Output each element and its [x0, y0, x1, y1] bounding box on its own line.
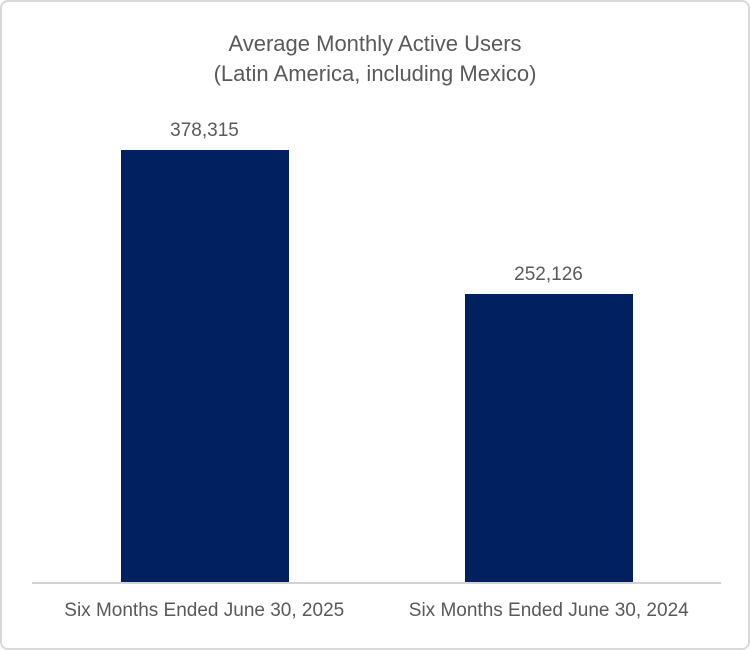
- x-axis-line: [32, 582, 721, 584]
- bar-2024: [464, 294, 633, 582]
- chart-title-line2: (Latin America, including Mexico): [213, 61, 537, 86]
- bar-2025: [120, 150, 289, 582]
- value-label-2024: 252,126: [514, 264, 583, 285]
- x-axis-label-2025: Six Months Ended June 30, 2025: [64, 600, 345, 621]
- x-axis-label-2024: Six Months Ended June 30, 2024: [408, 600, 689, 621]
- bar-group-2024: 252,126: [376, 264, 721, 582]
- bar-group-2025: 378,315: [32, 120, 377, 582]
- plot-area: 378,315 252,126: [32, 102, 721, 584]
- chart-title: Average Monthly Active Users (Latin Amer…: [2, 29, 748, 89]
- value-label-2025: 378,315: [170, 120, 239, 141]
- x-axis-labels: Six Months Ended June 30, 2025 Six Month…: [32, 598, 721, 624]
- chart-title-line1: Average Monthly Active Users: [228, 31, 522, 56]
